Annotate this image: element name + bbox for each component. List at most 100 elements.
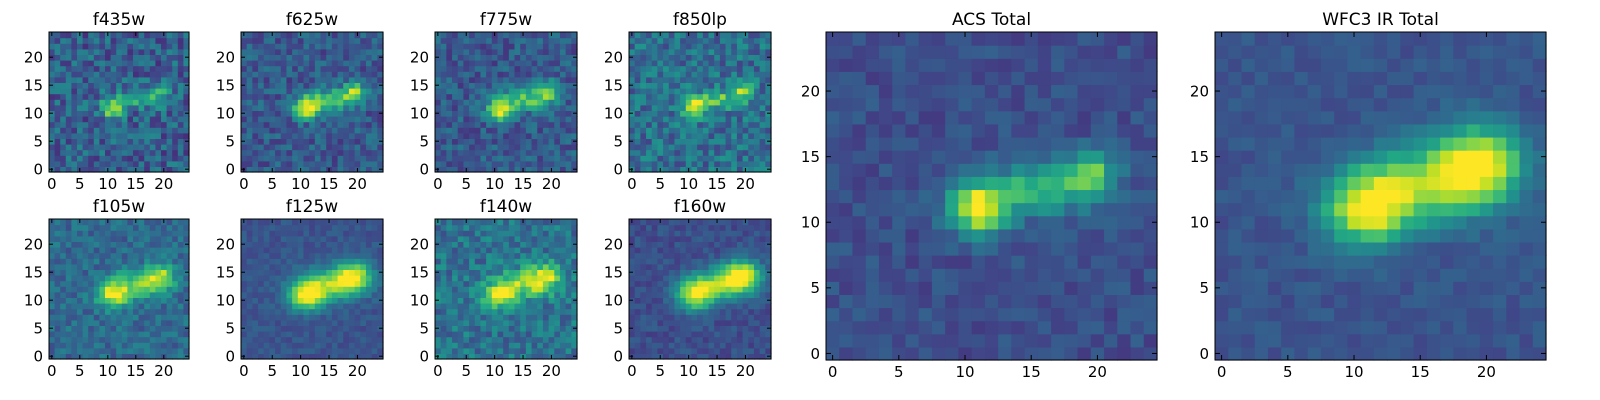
heatmap-cell [149,219,156,226]
heatmap-cell [161,149,168,156]
heatmap-cell [452,275,459,282]
heatmap-cell [343,347,350,354]
heatmap-cell [286,71,293,78]
heatmap-cell [680,166,687,173]
heatmap-cell [486,37,493,44]
heatmap-cell [463,93,470,100]
heatmap-cell [133,37,140,44]
heatmap-cell [138,297,145,304]
heatmap-cell [634,347,641,354]
heatmap-cell [105,347,112,354]
heatmap-cell [360,308,367,315]
heatmap-cell [571,247,578,254]
heatmap-cell [525,116,533,123]
heatmap-cell [514,65,521,72]
heatmap-cell [548,127,555,134]
heatmap-cell [525,280,533,287]
heatmap-cell [99,155,106,162]
heatmap-cell [314,160,322,167]
heatmap-cell [183,48,190,55]
heatmap-cell [337,104,344,111]
heatmap-cell [337,43,344,50]
heatmap-cell [503,121,510,128]
heatmap-cell [634,82,641,89]
heatmap-cell [503,104,510,111]
heatmap-cell [138,54,145,61]
heatmap-cell [320,149,327,156]
heatmap-cell [275,60,282,67]
heatmap-cell [303,263,310,270]
heatmap-cell [469,258,476,265]
heatmap-cell [646,166,653,173]
heatmap-cell [731,121,738,128]
heatmap-cell [65,160,72,167]
heatmap-cell [708,76,715,83]
heatmap-cell [435,43,442,50]
heatmap-cell [559,155,567,162]
heatmap-cell [149,258,156,265]
heatmap-cell [275,71,282,78]
heatmap-cell [133,247,140,254]
heatmap-cell [314,37,322,44]
heatmap-cell [241,286,248,293]
heatmap-cell [736,110,744,117]
heatmap-cell [377,37,384,44]
heatmap-cell [753,104,761,111]
heatmap-cell [525,308,533,315]
heatmap-cell [343,291,350,298]
heatmap-cell [88,303,95,310]
heatmap-cell [331,275,339,282]
heatmap-cell [127,54,134,61]
heatmap-cell [571,331,578,338]
heatmap-cell [71,247,78,254]
heatmap-cell [708,353,715,360]
heatmap-cell [116,155,123,162]
axes-frame [48,218,190,360]
heatmap-cell [337,82,344,89]
heatmap-cell [651,88,658,95]
heatmap-cell [133,65,140,72]
heatmap-cell [491,116,499,123]
heatmap-cell [133,252,140,259]
heatmap-cell [337,71,344,78]
heatmap-cell [691,43,698,50]
heatmap-cell [286,314,293,321]
heatmap-cell [452,342,459,349]
heatmap-cell [121,116,128,123]
heatmap-cell [337,336,344,343]
heatmap-cell [377,43,384,50]
heatmap-cell [457,347,464,354]
heatmap-cell [280,224,288,231]
heatmap-cell [121,314,128,321]
heatmap-cell [360,110,367,117]
heatmap-cell [508,336,516,343]
heatmap-cell [646,116,653,123]
heatmap-cell [280,65,288,72]
heatmap-cell [320,269,327,276]
heatmap-cell [263,353,270,360]
heatmap-cell [354,269,361,276]
heatmap-cell [531,155,538,162]
heatmap-cell [719,331,727,338]
heatmap-cell [571,336,578,343]
heatmap-cell [54,104,61,111]
heatmap-cell [719,144,727,151]
heatmap-cell [565,37,572,44]
heatmap-cell [65,275,72,282]
heatmap-cell [508,325,516,332]
heatmap-cell [571,235,578,242]
heatmap-cell [491,224,499,231]
heatmap-cell [491,325,499,332]
heatmap-cell [49,342,56,349]
heatmap-cell [452,138,459,145]
heatmap-cell [172,224,179,231]
heatmap-cell [144,144,151,151]
heatmap-cell [292,99,299,106]
heatmap-cell [474,325,482,332]
heatmap-cell [491,88,499,95]
heatmap-cell [629,144,636,151]
heatmap-cell [286,247,293,254]
heatmap-cell [77,88,84,95]
heatmap-cell [252,325,259,332]
heatmap-cell [753,138,761,145]
